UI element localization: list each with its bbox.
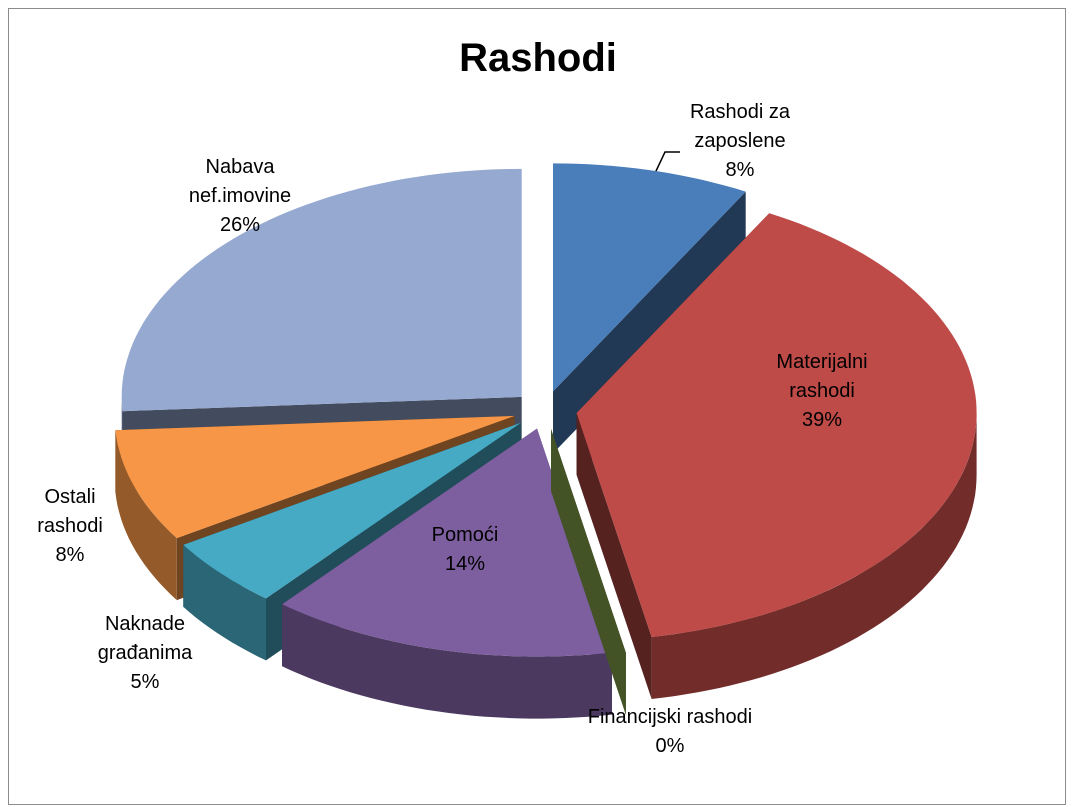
slice — [282, 428, 612, 657]
slice-wall — [115, 430, 177, 601]
value-label: 14% — [444, 553, 486, 575]
category-label: Financijski rashodi — [587, 706, 753, 728]
value-label: 0% — [655, 735, 685, 757]
category-label: Pomoći — [431, 524, 499, 546]
chart-title: Rashodi — [459, 36, 617, 80]
data-label: Naknade građanima 5% — [75, 610, 215, 697]
slice-side — [576, 413, 652, 699]
data-label: Rashodi za zaposlene 8% — [665, 98, 815, 185]
value-label: 39% — [801, 409, 843, 431]
slice-side — [551, 428, 626, 715]
value-label: 8% — [55, 544, 85, 566]
category-label: Nabava nef.imovine — [188, 156, 292, 207]
data-label: Financijski rashodi 0% — [550, 703, 790, 761]
value-label: 5% — [130, 671, 160, 693]
data-label: Nabava nef.imovine 26% — [155, 153, 325, 240]
slice — [553, 163, 746, 392]
data-label: Pomoći 14% — [405, 521, 525, 579]
slice — [576, 213, 977, 637]
value-label: 26% — [219, 214, 261, 236]
value-label: 8% — [725, 159, 755, 181]
slice-wall — [183, 544, 266, 661]
category-label: Naknade građanima — [97, 613, 193, 664]
slice — [183, 422, 522, 599]
slice — [121, 168, 522, 412]
category-label: Rashodi za zaposlene — [689, 101, 791, 152]
slice — [115, 415, 515, 539]
category-label: Ostali rashodi — [37, 486, 103, 537]
category-label: Materijalni rashodi — [776, 351, 868, 402]
data-label: Ostali rashodi 8% — [20, 483, 120, 570]
data-label: Materijalni rashodi 39% — [747, 348, 897, 435]
slice-wall — [282, 604, 612, 719]
slice-wall — [651, 413, 977, 699]
chart-frame — [8, 8, 1066, 805]
